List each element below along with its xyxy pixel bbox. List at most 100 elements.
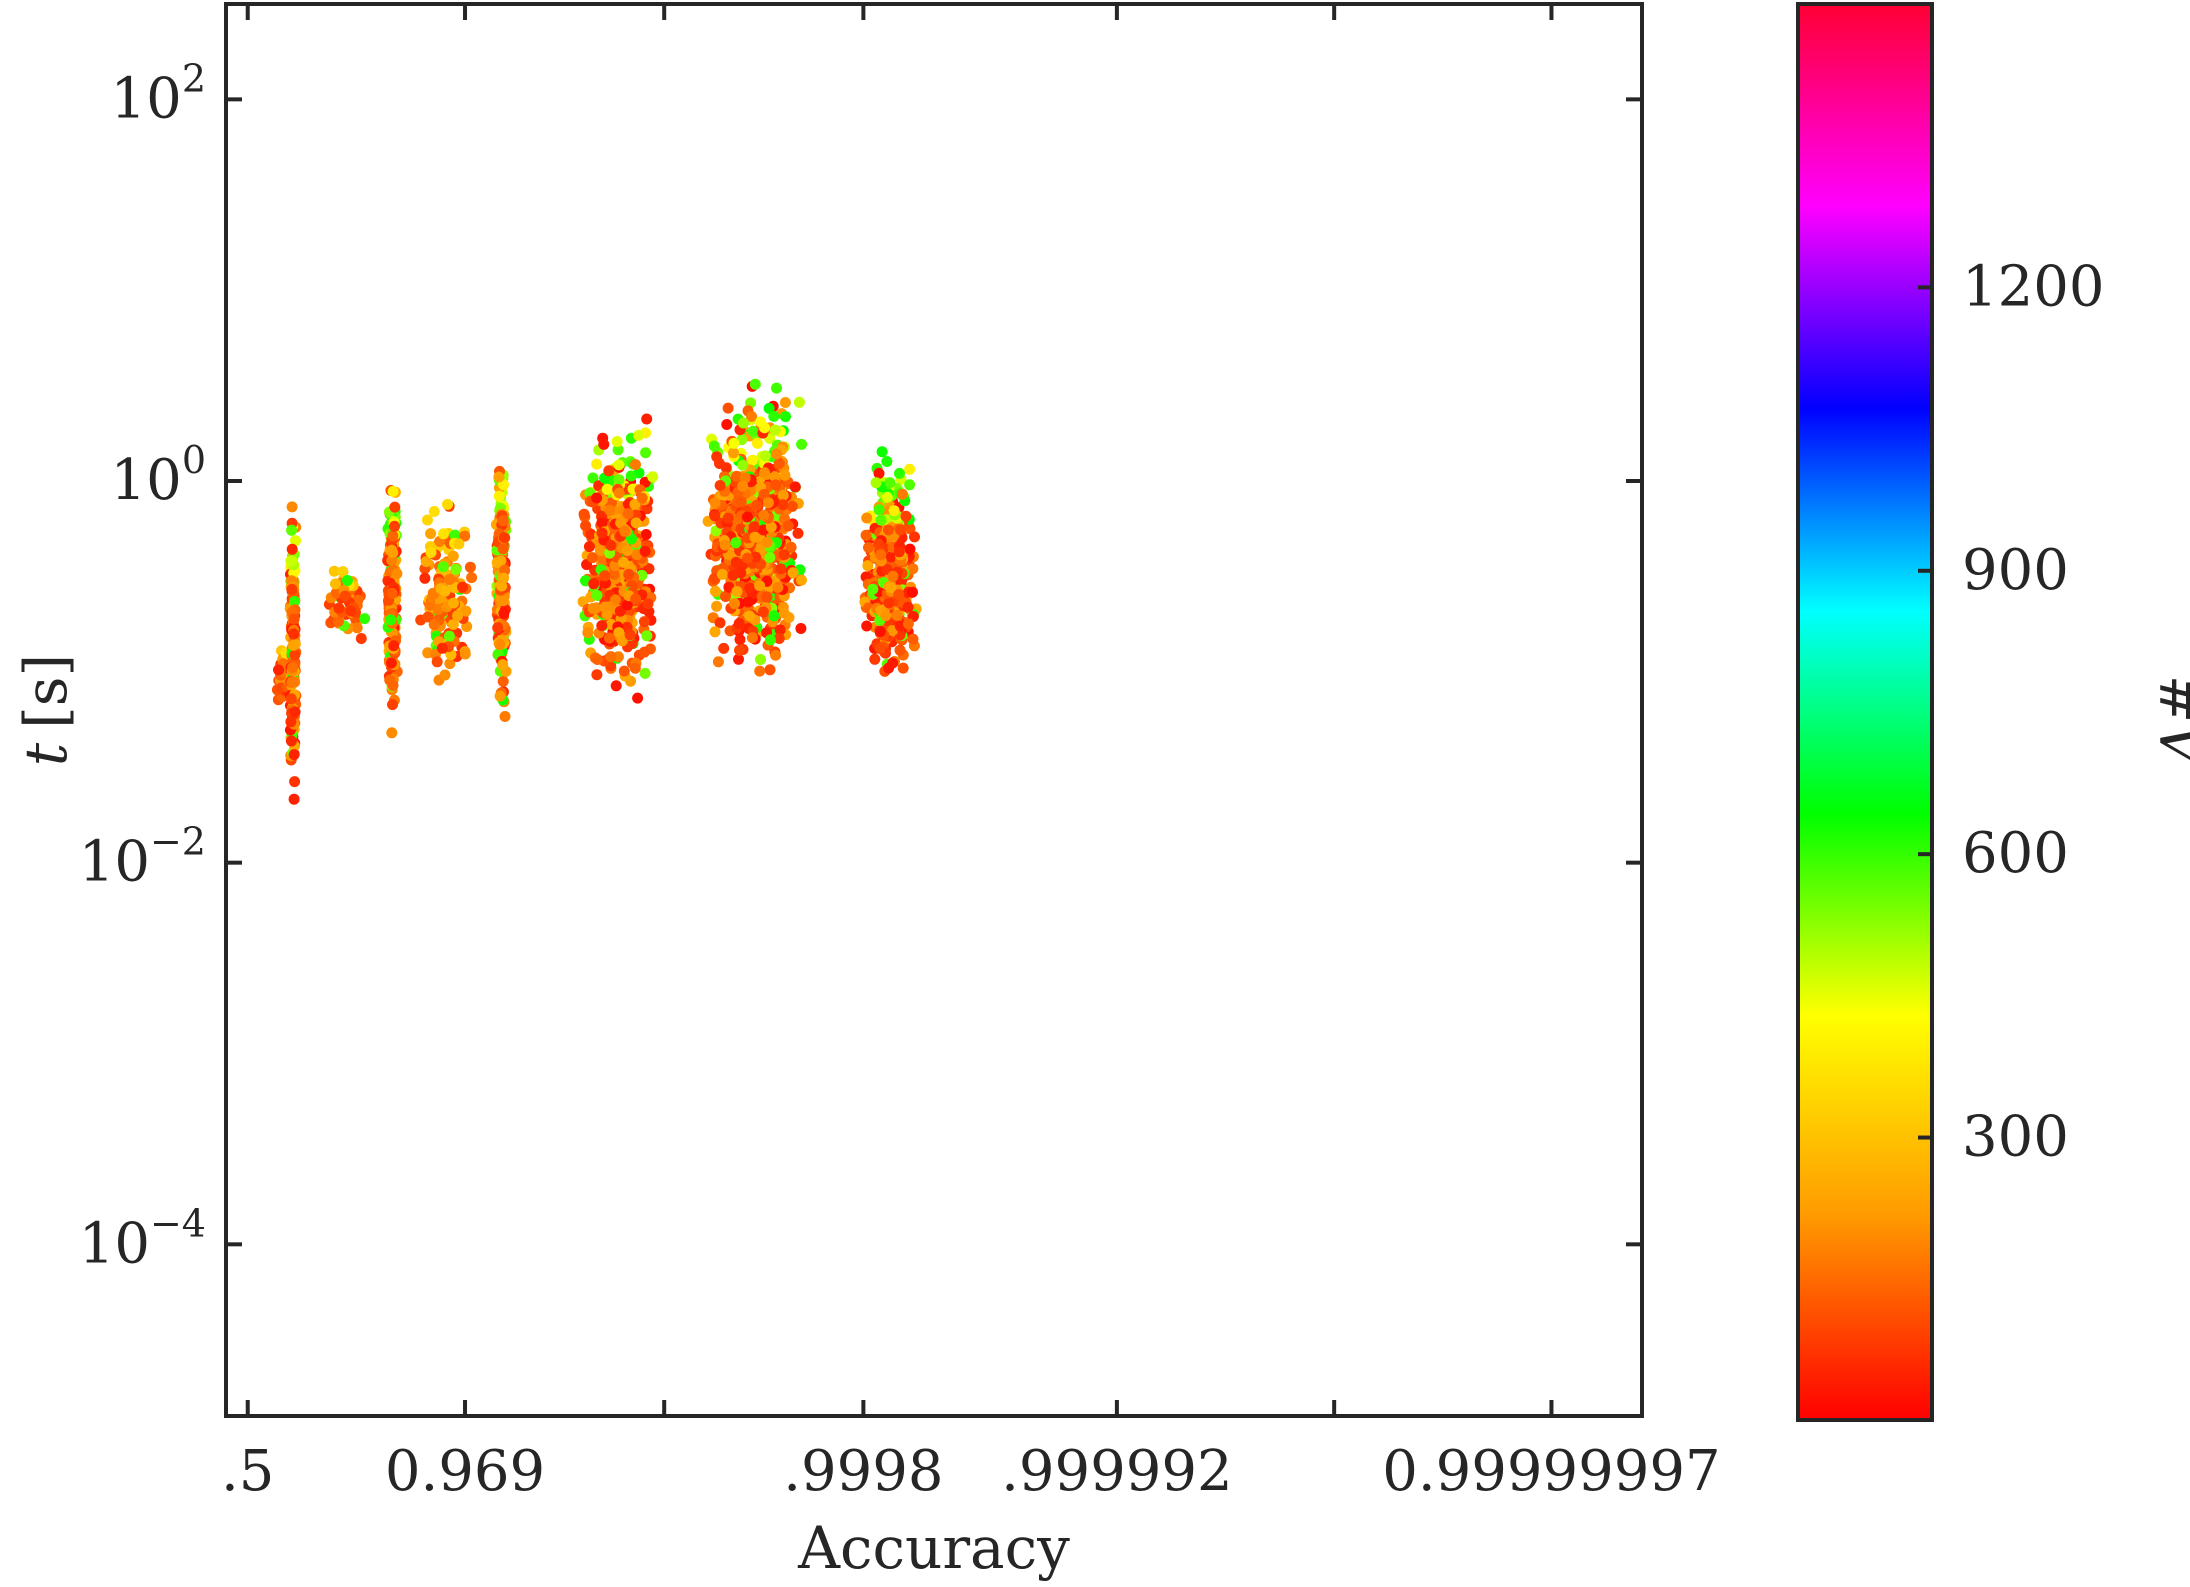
scatter-point (638, 616, 650, 628)
scatter-point (387, 547, 399, 559)
x-tick-label: .5 (221, 1439, 274, 1504)
scatter-point (578, 508, 590, 520)
scatter-point (722, 512, 734, 524)
scatter-point (874, 626, 886, 637)
colorbar-frame (1796, 2, 1934, 1422)
scatter-point (273, 664, 284, 676)
scatter-point (498, 607, 510, 619)
scatter-point (796, 438, 808, 450)
scatter-point (605, 539, 617, 551)
scatter-point (289, 706, 301, 718)
plot-frame (224, 2, 1644, 1418)
scatter-point (613, 627, 625, 639)
scatter-point (598, 438, 610, 450)
scatter-point (719, 539, 731, 551)
scatter-point (876, 446, 888, 458)
scatter-point (585, 528, 597, 540)
scatter-point (613, 459, 625, 471)
scatter-point (883, 662, 895, 674)
scatter-point (861, 512, 873, 524)
scatter-point (497, 595, 509, 607)
scatter-point (907, 586, 918, 598)
scatter-point (387, 680, 399, 691)
scatter-point (641, 630, 653, 642)
scatter-point (286, 524, 298, 536)
scatter-point (591, 492, 603, 504)
scatter-point (647, 471, 659, 483)
scatter-point (904, 523, 916, 535)
scatter-point (596, 517, 608, 529)
scatter-point (448, 597, 459, 609)
scatter-point (285, 693, 297, 705)
scatter-point (611, 436, 623, 447)
scatter-point (444, 574, 455, 585)
scatter-point (887, 570, 899, 582)
scatter-point (636, 492, 648, 504)
scatter-point (907, 633, 919, 645)
colorbar (1798, 4, 1932, 1420)
scatter-point (493, 471, 505, 483)
scatter-point (742, 596, 754, 608)
scatter-point (616, 635, 628, 647)
scatter-point (386, 727, 398, 739)
scatter-point (447, 618, 459, 630)
scatter-point (774, 624, 786, 636)
scatter-point (332, 615, 344, 627)
scatter-point (891, 609, 903, 621)
scatter-point (883, 597, 895, 609)
scatter-point (863, 542, 874, 553)
scatter-point (764, 552, 776, 563)
colorbar-tick-label: 600 (1962, 821, 2069, 886)
scatter-point (773, 633, 785, 644)
scatter-point (867, 583, 879, 595)
scatter-point (453, 538, 465, 550)
scatter-point (771, 382, 782, 394)
scatter-point (744, 610, 756, 622)
scatter-point (615, 517, 627, 529)
scatter-point (897, 662, 909, 674)
scatter-point (768, 410, 780, 422)
scatter-point (449, 582, 460, 594)
scatter-point (718, 642, 730, 654)
scatter-point (770, 649, 782, 661)
scatter-point (289, 776, 301, 788)
scatter-point (288, 613, 300, 625)
scatter-point (285, 735, 297, 747)
scatter-point (288, 749, 300, 761)
scatter-point (721, 419, 733, 430)
scatter-point (389, 520, 400, 532)
scatter-point (601, 483, 613, 495)
scatter-point (888, 505, 900, 517)
scatter-point (420, 556, 432, 568)
scatter-point (900, 510, 912, 522)
scatter-point (904, 479, 916, 491)
y-tick-label: 100 (111, 438, 206, 513)
scatter-point (290, 535, 301, 547)
scatter-point (709, 585, 721, 597)
scatter-point (287, 639, 299, 651)
scatter-point (625, 470, 637, 482)
scatter-point (709, 626, 721, 638)
scatter-point (337, 566, 349, 578)
scatter-point (873, 467, 885, 479)
colorbar-title: #V (2146, 675, 2190, 771)
y-tick-exponent: −4 (150, 1201, 206, 1245)
scatter-point (750, 551, 762, 563)
scatter-point (339, 590, 351, 602)
scatter-point (733, 618, 745, 629)
scatter-point (902, 601, 914, 613)
scatter-point (884, 477, 896, 489)
scatter-point (909, 531, 920, 543)
y-tick-base: 10 (111, 66, 182, 131)
scatter-point (882, 524, 894, 536)
scatter-point (770, 479, 782, 491)
y-tick-label: 10−4 (79, 1201, 206, 1276)
y-axis-variable: t (12, 742, 80, 766)
scatter-point (752, 437, 763, 449)
scatter-point (708, 440, 720, 452)
scatter-point (792, 527, 804, 539)
scatter-point (345, 605, 357, 617)
scatter-point (330, 578, 341, 590)
scatter-point (387, 699, 398, 711)
